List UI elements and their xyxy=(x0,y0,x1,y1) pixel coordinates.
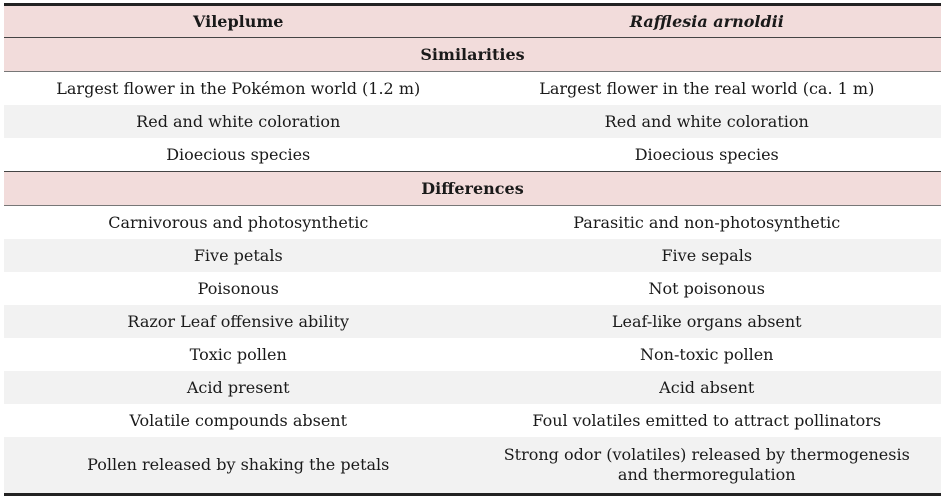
header-cell: Vileplume xyxy=(4,3,473,38)
cell: Volatile compounds absent xyxy=(4,404,473,437)
section-title: Differences xyxy=(4,171,941,206)
data-row: Poisonous Not poisonous xyxy=(4,272,941,305)
cell: Dioecious species xyxy=(472,138,941,172)
section-row: Differences xyxy=(4,171,941,206)
cell: Acid absent xyxy=(472,371,941,404)
cell: Strong odor (volatiles) released by ther… xyxy=(472,437,941,496)
data-row: Toxic pollen Non-toxic pollen xyxy=(4,338,941,371)
header-cell: Rafflesia arnoldii xyxy=(472,3,941,38)
data-row: Carnivorous and photosynthetic Parasitic … xyxy=(4,205,941,239)
cell: Not poisonous xyxy=(472,272,941,305)
data-row: Acid present Acid absent xyxy=(4,371,941,404)
data-row: Five petals Five sepals xyxy=(4,239,941,272)
cell: Five sepals xyxy=(472,239,941,272)
cell: Toxic pollen xyxy=(4,338,473,371)
data-row: Dioecious species Dioecious species xyxy=(4,138,941,172)
cell: Largest flower in the real world (ca. 1 … xyxy=(472,71,941,105)
data-row: Razor Leaf offensive ability Leaf-like or… xyxy=(4,305,941,338)
data-row: Pollen released by shaking the petals Str… xyxy=(4,437,941,496)
cell: Poisonous xyxy=(4,272,473,305)
cell: Red and white coloration xyxy=(4,105,473,138)
cell: Carnivorous and photosynthetic xyxy=(4,205,473,239)
cell: Foul volatiles emitted to attract pollin… xyxy=(472,404,941,437)
data-row: Largest flower in the Pokémon world (1.2… xyxy=(4,71,941,105)
cell: Dioecious species xyxy=(4,138,473,172)
cell: Acid present xyxy=(4,371,473,404)
comparison-table: Vileplume Rafflesia arnoldii Similaritie… xyxy=(4,3,941,496)
data-row: Red and white coloration Red and white co… xyxy=(4,105,941,138)
cell: Leaf-like organs absent xyxy=(472,305,941,338)
cell: Five petals xyxy=(4,239,473,272)
cell: Razor Leaf offensive ability xyxy=(4,305,473,338)
section-row: Similarities xyxy=(4,37,941,72)
cell: Parasitic and non-photosynthetic xyxy=(472,205,941,239)
cell: Red and white coloration xyxy=(472,105,941,138)
table-body: Similarities Largest flower in the Pokémo… xyxy=(4,37,941,496)
section-title: Similarities xyxy=(4,37,941,72)
table-header: Vileplume Rafflesia arnoldii xyxy=(4,3,941,38)
cell: Pollen released by shaking the petals xyxy=(4,437,473,496)
header-row: Vileplume Rafflesia arnoldii xyxy=(4,3,941,38)
cell: Non-toxic pollen xyxy=(472,338,941,371)
cell: Largest flower in the Pokémon world (1.2… xyxy=(4,71,473,105)
data-row: Volatile compounds absent Foul volatiles … xyxy=(4,404,941,437)
